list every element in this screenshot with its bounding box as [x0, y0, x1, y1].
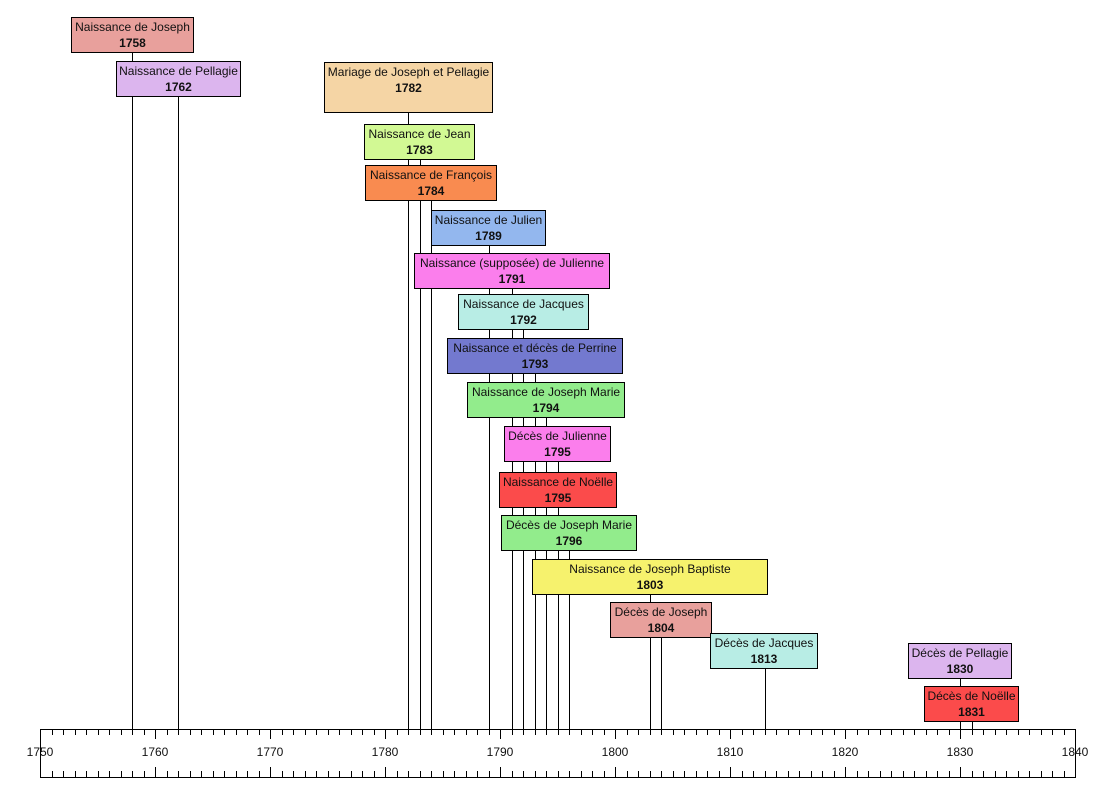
event-box: Décès de Noëlle 1831	[924, 686, 1019, 722]
event-label: Décès de Pellagie	[911, 646, 1009, 660]
event-label: Naissance et décès de Perrine	[453, 341, 617, 355]
event-year: 1792	[510, 313, 537, 327]
event-label: Naissance de François	[369, 168, 493, 182]
event-year: 1758	[119, 36, 146, 50]
event-box: Naissance et décès de Perrine 1793	[447, 338, 623, 374]
event-label: Naissance de Julien	[434, 213, 543, 227]
tick-label: 1800	[601, 745, 629, 759]
event-box: Naissance de Joseph 1758	[71, 17, 194, 53]
tick-label: 1780	[371, 745, 399, 759]
event-year: 1762	[165, 80, 192, 94]
event-label: Naissance de Jean	[368, 127, 471, 141]
event-box: Naissance de François 1784	[365, 165, 497, 201]
event-year: 1830	[946, 662, 974, 676]
event-year: 1804	[647, 621, 675, 635]
event-year: 1783	[406, 143, 433, 157]
event-label: Décès de Jacques	[714, 636, 814, 650]
event-box: Naissance de Joseph Baptiste 1803	[532, 559, 768, 595]
event-year: 1813	[750, 652, 778, 666]
event-box: Naissance de Joseph Marie 1794	[467, 382, 625, 418]
event-box: Naissance (supposée) de Julienne 1791	[414, 253, 610, 289]
event-box: Naissance de Noëlle 1795	[499, 472, 617, 508]
tick-label: 1790	[486, 745, 514, 759]
event-box: Naissance de Jacques 1792	[458, 294, 589, 330]
event-label: Mariage de Joseph et Pellagie	[327, 65, 490, 79]
event-label: Naissance (supposée) de Julienne	[419, 256, 605, 270]
event-box: Décès de Pellagie 1830	[908, 643, 1012, 679]
event-label: Naissance de Joseph	[75, 20, 190, 34]
event-label: Décès de Joseph	[614, 605, 708, 619]
event-year: 1782	[395, 81, 422, 95]
event-year: 1831	[958, 705, 985, 719]
event-year: 1789	[475, 229, 502, 243]
event-box: Décès de Julienne 1795	[504, 426, 611, 462]
event-year: 1784	[417, 184, 445, 198]
event-year: 1795	[544, 445, 571, 459]
event-year: 1794	[532, 401, 560, 415]
axis-frame	[40, 729, 1076, 778]
event-box: Naissance de Julien 1789	[431, 210, 546, 246]
event-label: Naissance de Noëlle	[502, 475, 614, 489]
event-year: 1793	[521, 357, 549, 371]
event-label: Naissance de Pellagie	[119, 64, 238, 78]
event-label: Décès de Noëlle	[927, 689, 1016, 703]
tick-label: 1840	[1061, 745, 1089, 759]
event-box: Décès de Jacques 1813	[710, 633, 818, 669]
event-box: Décès de Joseph Marie 1796	[501, 515, 637, 551]
event-box: Mariage de Joseph et Pellagie 1782	[324, 62, 493, 113]
event-label: Naissance de Jacques	[463, 297, 584, 311]
event-year: 1795	[544, 491, 572, 505]
event-box: Naissance de Jean 1783	[364, 124, 475, 160]
event-year: 1791	[498, 272, 526, 286]
event-box: Décès de Joseph 1804	[610, 602, 712, 638]
tick-label: 1770	[256, 745, 284, 759]
event-label: Naissance de Joseph Marie	[471, 385, 621, 399]
tick-label: 1810	[716, 745, 744, 759]
event-label: Naissance de Joseph Baptiste	[569, 562, 731, 576]
tick-label: 1830	[946, 745, 974, 759]
event-box: Naissance de Pellagie 1762	[116, 61, 241, 97]
event-year: 1796	[555, 534, 583, 548]
tick-label: 1750	[26, 745, 54, 759]
tick-label: 1820	[831, 745, 859, 759]
event-label: Décès de Julienne	[508, 429, 607, 443]
event-year: 1803	[636, 578, 664, 592]
event-label: Décès de Joseph Marie	[505, 518, 633, 532]
tick-label: 1760	[141, 745, 169, 759]
